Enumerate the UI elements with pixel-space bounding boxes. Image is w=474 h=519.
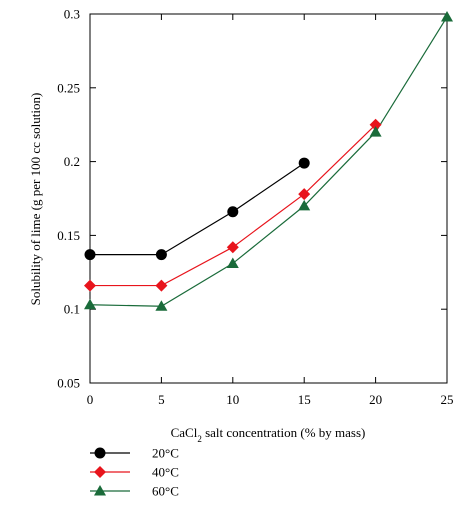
data-point	[298, 188, 311, 201]
x-tick-label: 5	[158, 392, 165, 407]
data-point	[226, 241, 239, 254]
y-tick-label: 0.2	[64, 154, 80, 169]
data-point	[369, 126, 382, 137]
data-point	[155, 249, 167, 261]
x-tick-label: 25	[441, 392, 454, 407]
y-tick-label: 0.05	[57, 376, 80, 391]
legend: 20°C 40°C 60°C	[90, 446, 179, 499]
data-point	[369, 118, 382, 131]
x-tick-label: 20	[369, 392, 382, 407]
x-tick-label: 0	[87, 392, 94, 407]
y-tick-label: 0.25	[57, 80, 80, 95]
x-tick-label: 10	[226, 392, 239, 407]
legend-label: 60°C	[152, 484, 179, 499]
data-point	[441, 10, 453, 22]
series-markers	[84, 10, 453, 311]
y-tick-label: 0.1	[64, 302, 80, 317]
series-line-2	[89, 16, 448, 307]
x-tick-label: 15	[298, 392, 311, 407]
series-line-0	[90, 162, 305, 256]
data-point	[155, 300, 168, 311]
x-axis-title: CaCl2 salt concentration (% by mass)	[171, 425, 366, 444]
data-point	[84, 249, 96, 261]
y-tick-label: 0.3	[64, 7, 80, 22]
data-point	[227, 206, 239, 218]
data-point	[298, 157, 310, 169]
data-point	[155, 279, 168, 292]
data-point	[84, 279, 96, 292]
axis-ticks: 0 5 10 15 20 25 0.05 0.1 0.15 0.2 0.25 0.3	[57, 7, 453, 408]
series-lines	[89, 16, 448, 307]
plot-frame	[89, 13, 448, 384]
y-axis-title: Solubility of lime (g per 100 cc solutio…	[28, 93, 43, 306]
legend-label: 40°C	[152, 465, 179, 480]
legend-label: 20°C	[152, 446, 179, 461]
data-point	[298, 199, 311, 211]
y-tick-label: 0.15	[57, 228, 80, 243]
legend-marker	[94, 447, 106, 459]
legend-marker	[94, 466, 106, 478]
data-point	[84, 298, 96, 310]
data-point	[226, 257, 239, 268]
legend-marker	[94, 485, 106, 496]
